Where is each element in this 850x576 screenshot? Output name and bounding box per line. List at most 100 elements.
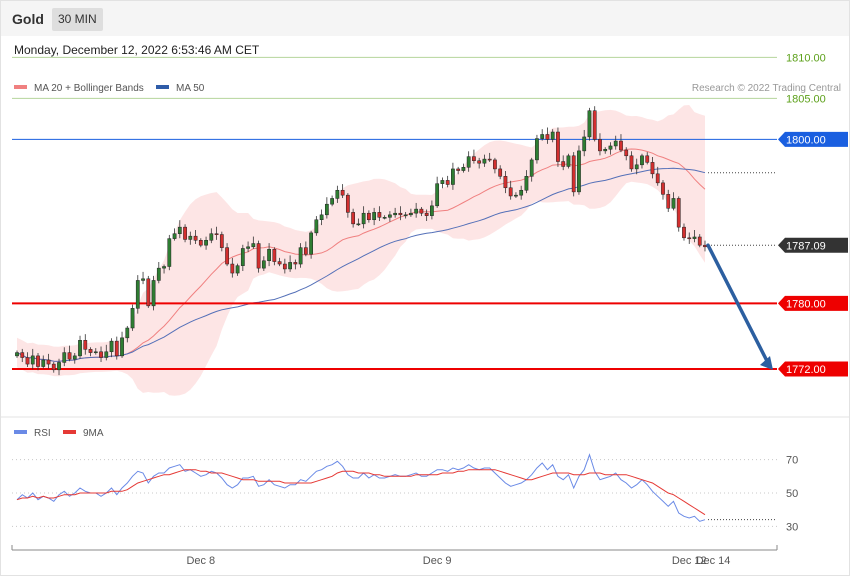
candle	[309, 230, 313, 259]
ma20-legend-swatch	[14, 85, 27, 89]
candle	[340, 184, 345, 199]
candle-body	[624, 149, 629, 157]
candle-body	[293, 262, 298, 265]
candle-body	[183, 226, 187, 240]
candle	[466, 151, 471, 172]
candle	[235, 263, 240, 276]
candle	[503, 170, 508, 194]
candle	[550, 129, 555, 143]
candle-body	[440, 180, 445, 184]
candle-body	[419, 208, 424, 214]
candle-body	[46, 359, 51, 365]
candle	[282, 258, 287, 274]
candle	[624, 147, 629, 161]
candle	[57, 358, 61, 376]
candle	[41, 355, 46, 369]
candle	[120, 331, 124, 358]
candle	[256, 240, 261, 273]
candle	[146, 275, 151, 308]
candle-body	[692, 236, 697, 239]
candle	[246, 241, 250, 253]
candle	[125, 325, 130, 343]
candle-body	[424, 212, 429, 216]
candle-body	[319, 214, 324, 221]
candle-body	[57, 362, 61, 371]
rsi-line	[16, 453, 706, 522]
candle-body	[487, 158, 492, 161]
candle-body	[99, 351, 103, 358]
candle-body	[382, 217, 387, 219]
candle	[109, 338, 114, 358]
candle	[561, 155, 566, 171]
candle	[183, 224, 187, 243]
candle	[666, 189, 671, 212]
candle	[177, 220, 182, 239]
candle	[587, 107, 592, 141]
candle-body	[393, 212, 398, 216]
timeframe-badge[interactable]: 30 MIN	[52, 8, 103, 31]
candle-body	[493, 159, 497, 170]
candle-body	[340, 189, 345, 196]
level-label-1810.00: 1810.00	[786, 52, 826, 64]
candle	[472, 149, 476, 164]
candle-body	[524, 176, 529, 191]
candle	[198, 238, 203, 248]
candle	[25, 352, 30, 367]
candle-body	[156, 267, 161, 281]
candle	[414, 202, 419, 218]
candle-body	[235, 265, 240, 274]
candle	[398, 206, 403, 221]
candle-body	[172, 233, 177, 239]
candle-body	[167, 238, 172, 267]
candle	[204, 236, 208, 250]
candle	[114, 336, 119, 360]
candle	[603, 147, 608, 154]
candle	[366, 210, 371, 223]
level-tag-1780.00	[778, 295, 848, 311]
rsi-ma-legend-label: 9MA	[83, 428, 104, 439]
candle-body	[477, 160, 482, 164]
candle-body	[508, 187, 513, 197]
candle	[430, 200, 434, 220]
rsi-tick-label-70: 70	[786, 455, 798, 467]
candle-body	[697, 236, 702, 246]
candle	[456, 166, 461, 175]
level-label-1805.00: 1805.00	[786, 93, 826, 105]
candle	[629, 151, 634, 172]
candle-body	[20, 352, 25, 358]
candle	[634, 158, 639, 175]
candle	[613, 135, 618, 150]
candle	[20, 348, 25, 363]
candle	[671, 192, 676, 211]
candle	[93, 348, 98, 355]
candle-body	[125, 327, 130, 339]
candle-body	[78, 340, 82, 357]
candle	[388, 211, 392, 222]
candle	[682, 223, 686, 241]
candle	[403, 211, 408, 219]
level-tag-1800.00	[778, 131, 848, 147]
candle	[440, 177, 445, 189]
candle-body	[104, 351, 109, 358]
candle-body	[398, 212, 403, 216]
candle	[78, 335, 82, 359]
rsi-ma-line	[16, 469, 706, 516]
forecast-arrow	[706, 243, 769, 363]
candle-body	[141, 278, 145, 281]
candle-body	[587, 110, 592, 138]
candle	[661, 179, 665, 200]
candle-body	[324, 203, 329, 216]
rsi-legend-label: RSI	[34, 428, 51, 439]
candle-body	[303, 247, 308, 255]
candle	[545, 127, 550, 144]
candle	[676, 196, 681, 232]
candle-body	[535, 138, 539, 161]
level-tag-1772.00	[778, 361, 848, 377]
price-panel: 1810.00 1805.00 1800.00 1787.09 1780.00 1772.…	[1, 52, 849, 418]
candle-body	[351, 212, 356, 225]
candle	[514, 192, 518, 199]
candle-body	[330, 198, 334, 205]
candle	[619, 134, 623, 153]
